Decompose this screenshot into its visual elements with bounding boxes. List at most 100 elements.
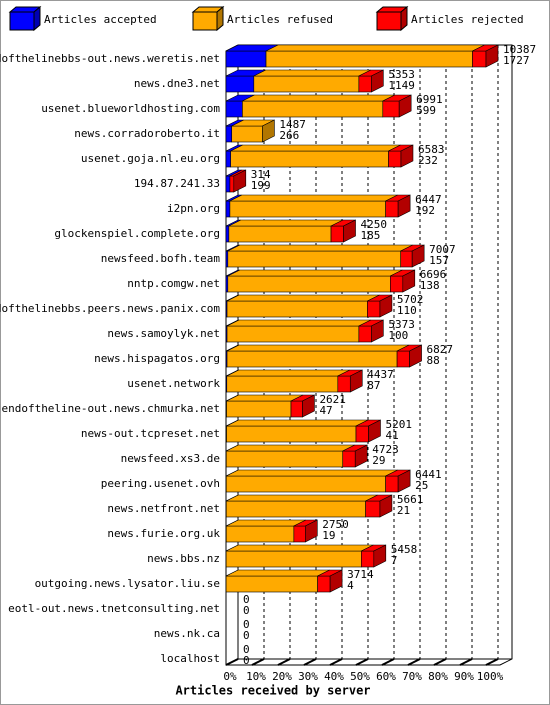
bar-segment (472, 50, 487, 68)
value-label: 6583 (418, 143, 445, 156)
bar-segment (228, 225, 332, 243)
bar-top (227, 244, 413, 252)
value-label: 7 (391, 554, 398, 567)
bar-shade (233, 170, 246, 192)
bar-top (225, 569, 330, 577)
legend-label: Articles refused (227, 13, 333, 26)
bar-segment (382, 100, 400, 118)
y-tick-label: news.corradoroberto.it (74, 127, 220, 140)
bar-side (397, 194, 411, 218)
y-tick-label: news.furie.org.uk (107, 527, 220, 540)
y-tick-label: news.samoylyk.net (107, 327, 220, 340)
bar-shade (371, 320, 384, 342)
value-label: 4250 (361, 218, 388, 231)
bar-side (368, 419, 381, 443)
bar-side (409, 344, 422, 368)
bar-side (343, 219, 356, 243)
y-tick-label: newsfeed.bofh.team (101, 252, 221, 265)
y-tick-label: usenet.goja.nl.eu.org (81, 152, 220, 165)
y-tick-label: news.bbs.nz (147, 552, 220, 565)
y-tick-label: newsfeed.xs3.de (121, 452, 220, 465)
value-label: 4437 (367, 368, 394, 381)
bar-segment (226, 425, 357, 443)
bar-top (229, 194, 398, 202)
bar-segment (253, 75, 360, 93)
y-tick-label: usenet.network (127, 377, 220, 390)
bar-segment (390, 275, 404, 293)
y-tick-label: 194.87.241.33 (134, 177, 220, 190)
bar-top (225, 544, 374, 552)
bar-side (354, 444, 368, 468)
bar-side (397, 469, 411, 493)
bar-side (329, 569, 343, 593)
legend-swatch (376, 11, 402, 31)
bar-shade (409, 345, 422, 367)
bar-segment (229, 175, 235, 193)
y-tick-label: localhost (160, 652, 220, 665)
bar-top (227, 269, 403, 277)
bar-segment (226, 300, 368, 318)
value-label: 0 (243, 643, 250, 656)
bar-shade (373, 545, 386, 567)
value-label: 0 (243, 629, 250, 642)
value-label: 5201 (385, 418, 412, 431)
bar-shade (305, 520, 318, 542)
tick-mark (277, 658, 291, 666)
bar-segment (226, 375, 339, 393)
bar-top (265, 44, 485, 52)
value-label: 110 (397, 304, 417, 317)
value-label: 2621 (319, 393, 346, 406)
value-label: 29 (372, 454, 385, 467)
bar-side (402, 269, 416, 293)
bar-top (253, 69, 371, 77)
bar-top (226, 294, 380, 302)
tick-mark (303, 658, 317, 666)
bar-segment (225, 225, 230, 243)
bar-segment (396, 350, 410, 368)
bar-segment (225, 150, 231, 168)
bar-shade (399, 95, 412, 117)
bar-segment (317, 575, 331, 593)
bar-side (373, 544, 387, 568)
bar-side (485, 44, 499, 68)
bar-shade (379, 495, 392, 517)
value-label: 3714 (347, 568, 374, 581)
y-tick-label: news.netfront.net (107, 502, 220, 515)
x-tick-label: 30% (298, 670, 318, 683)
y-tick-label: news.dne3.net (134, 77, 220, 90)
bar-side (379, 494, 393, 518)
value-label: 6696 (420, 268, 447, 281)
bar-segment (342, 450, 356, 468)
bar-top (230, 144, 401, 152)
bar-top (226, 369, 350, 377)
value-label: 6441 (415, 468, 442, 481)
value-label: 199 (251, 179, 271, 192)
value-label: 5458 (391, 543, 418, 556)
value-label: 192 (415, 204, 435, 217)
bar-side (400, 144, 414, 168)
bar-segment (226, 350, 398, 368)
y-tick-label: peering.usenet.ovh (101, 477, 220, 490)
bar-segment (355, 425, 369, 443)
tick-mark (459, 658, 473, 666)
x-tick-label: 0% (223, 670, 237, 683)
bar-shade (402, 270, 415, 292)
y-tick-label: glockenspiel.complete.org (54, 227, 220, 240)
bar-segment (225, 450, 344, 468)
x-tick-label: 10% (246, 670, 266, 683)
bar-shade (302, 395, 315, 417)
value-label: 21 (397, 504, 410, 517)
bar-segment (225, 125, 233, 143)
bar-segment (225, 200, 231, 218)
tick-mark (329, 658, 343, 666)
bar-shade (398, 195, 411, 217)
x-tick-label: 20% (272, 670, 292, 683)
bar-shade (400, 145, 413, 167)
bar-segment (293, 525, 306, 543)
bar-side (411, 244, 425, 268)
legend-swatch (9, 11, 35, 31)
bar-segment (367, 300, 381, 318)
bar-segment (337, 375, 351, 393)
bar-segment (227, 275, 391, 293)
